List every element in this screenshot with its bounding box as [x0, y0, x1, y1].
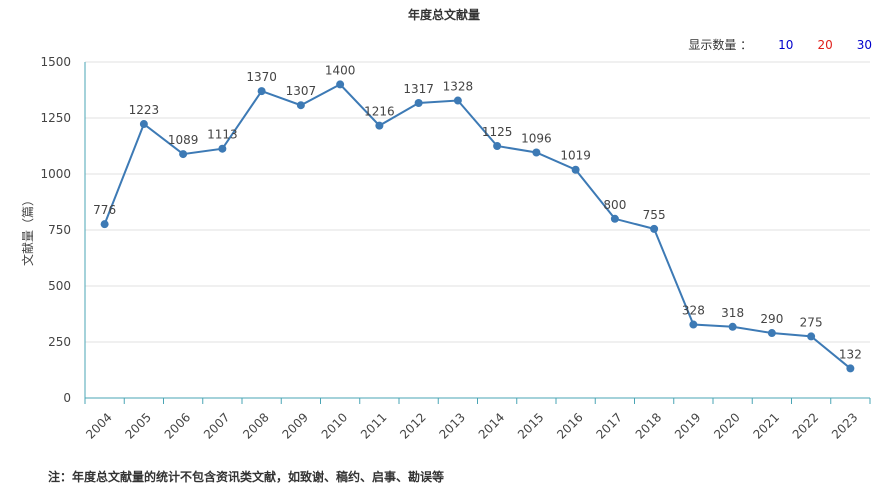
data-label: 800: [603, 198, 626, 212]
data-point: [296, 101, 305, 110]
y-tick-label: 750: [48, 223, 71, 237]
data-label: 776: [93, 203, 116, 217]
data-label: 275: [800, 315, 823, 329]
data-point: [414, 98, 423, 107]
data-point: [689, 320, 698, 329]
x-tick-label: 2011: [358, 410, 389, 441]
y-tick-label: 1250: [40, 111, 71, 125]
data-point: [807, 332, 816, 341]
data-label: 1019: [560, 149, 591, 163]
x-tick-label: 2022: [790, 410, 821, 441]
x-tick-label: 2006: [162, 410, 193, 441]
display-count-option-10[interactable]: 10: [778, 37, 794, 52]
data-label: 1317: [403, 82, 434, 96]
data-point: [139, 120, 148, 129]
data-point: [650, 224, 659, 233]
x-tick-label: 2019: [672, 410, 703, 441]
x-tick-label: 2013: [436, 410, 467, 441]
data-point: [179, 150, 188, 159]
display-count-option-30[interactable]: 30: [856, 37, 872, 52]
x-tick-label: 2008: [240, 410, 271, 441]
display-count-option-20[interactable]: 20: [817, 37, 833, 52]
x-tick-label: 2020: [711, 410, 742, 441]
chart-title: 年度总文献量: [407, 8, 480, 22]
data-label: 318: [721, 306, 744, 320]
data-label: 1125: [482, 125, 513, 139]
y-tick-label: 1000: [40, 167, 71, 181]
display-count-label: 显示数量 ：: [688, 38, 753, 52]
x-tick-label: 2023: [829, 410, 860, 441]
data-point: [336, 80, 345, 89]
data-point: [571, 165, 580, 174]
data-label: 1089: [168, 133, 199, 147]
x-tick-label: 2021: [750, 410, 781, 441]
data-point: [610, 214, 619, 223]
data-point: [257, 87, 266, 96]
data-label: 1400: [325, 63, 356, 77]
x-tick-label: 2015: [515, 410, 546, 441]
x-tick-label: 2007: [201, 410, 232, 441]
data-label: 1307: [286, 84, 317, 98]
x-tick-label: 2010: [319, 410, 350, 441]
data-point: [218, 144, 227, 153]
data-point: [767, 329, 776, 338]
data-point: [453, 96, 462, 105]
data-label: 1216: [364, 105, 395, 119]
x-tick-label: 2017: [593, 410, 624, 441]
data-label: 328: [682, 304, 705, 318]
data-label: 755: [643, 208, 666, 222]
y-tick-label: 250: [48, 335, 71, 349]
data-label: 1113: [207, 128, 238, 142]
y-tick-label: 1500: [40, 55, 71, 69]
x-tick-label: 2018: [633, 410, 664, 441]
data-label: 1096: [521, 131, 552, 145]
x-tick-label: 2004: [83, 410, 114, 441]
series-line: [103, 83, 852, 370]
y-axis-title: 文献量（篇）: [20, 194, 35, 266]
data-label: 132: [839, 347, 862, 361]
x-tick-label: 2016: [554, 410, 585, 441]
data-point: [100, 220, 109, 229]
x-tick-label: 2014: [476, 410, 507, 441]
data-point: [846, 364, 855, 373]
data-point: [493, 142, 502, 150]
footnote: 注：年度总文献量的统计不包含资讯类文献，如致谢、稿约、启事、勘误等: [48, 470, 445, 484]
data-point: [532, 148, 541, 157]
x-tick-label: 2005: [122, 410, 153, 441]
x-tick-label: 2009: [279, 410, 310, 441]
data-label: 1370: [246, 70, 277, 84]
data-point: [728, 322, 737, 331]
data-label: 290: [760, 312, 783, 326]
x-tick-label: 2012: [397, 410, 428, 441]
display-count-selector: 显示数量 ： 10 20 30: [688, 36, 872, 53]
data-label: 1328: [443, 80, 474, 94]
data-label: 1223: [129, 103, 160, 117]
data-point: [375, 121, 384, 130]
y-tick-label: 500: [48, 279, 71, 293]
y-tick-label: 0: [63, 391, 71, 405]
